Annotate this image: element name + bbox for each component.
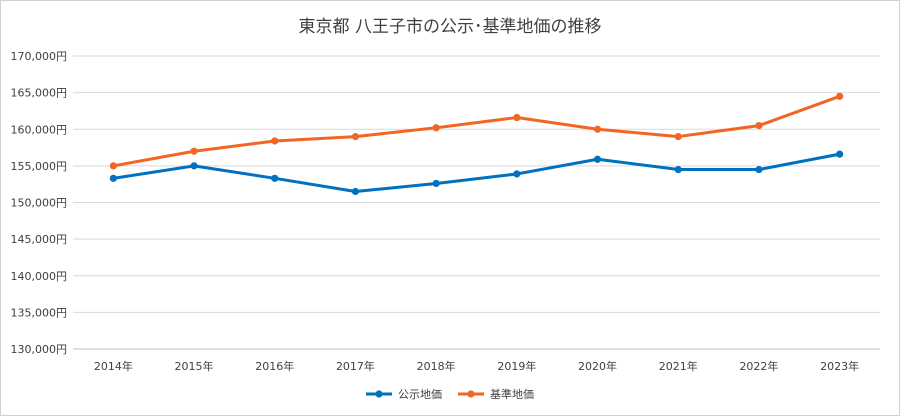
x-tick-label: 2022年 (739, 359, 778, 373)
series-2 (109, 92, 844, 170)
y-axis: 170,000円 165,000円 160,000円 155,000円 150,000円… (11, 50, 68, 356)
legend-label: 基準地価 (490, 387, 534, 401)
legend-label: 公示地価 (398, 388, 442, 401)
data-point (432, 179, 440, 188)
data-point (271, 137, 279, 145)
y-tick-label: 135,000円 (11, 306, 68, 319)
data-point (351, 132, 360, 141)
y-tick-label: 170,000円 (11, 50, 68, 63)
x-tick-label: 2017年 (336, 359, 375, 373)
data-point (513, 113, 521, 122)
y-tick-label: 150,000円 (11, 197, 68, 210)
legend-item: 基準地価 (458, 387, 534, 401)
legend-item: 公示地価 (366, 388, 442, 401)
x-tick-label: 2023年 (820, 359, 859, 373)
series-lines (109, 92, 844, 196)
data-point (836, 92, 844, 100)
x-tick-label: 2015年 (175, 359, 214, 373)
data-point (755, 165, 763, 174)
data-point (513, 170, 521, 178)
data-point (190, 162, 198, 170)
data-point (674, 132, 682, 141)
chart-title: 東京都 八王子市の公示･基準地価の推移 (299, 17, 602, 37)
series-1 (109, 150, 844, 196)
x-tick-label: 2020年 (578, 359, 617, 373)
y-tick-label: 130,000円 (11, 343, 68, 356)
data-point (593, 125, 602, 133)
series-line (111, 94, 842, 168)
data-point (674, 165, 682, 174)
x-axis: 2014年 2015年 2016年 2017年 2018年 2019年 2020年 2021年… (94, 359, 859, 373)
series-line (111, 152, 842, 194)
x-tick-label: 2014年 (94, 359, 133, 373)
data-point (836, 150, 844, 158)
y-tick-label: 165,000円 (11, 87, 68, 100)
x-tick-label: 2016年 (255, 359, 294, 373)
legend-marker (467, 390, 475, 398)
gridlines (73, 55, 880, 350)
x-tick-label: 2018年 (417, 359, 456, 373)
x-tick-label: 2021年 (659, 359, 698, 373)
y-tick-label: 160,000円 (11, 123, 68, 136)
data-point (190, 147, 198, 155)
data-point (109, 162, 117, 170)
y-tick-label: 145,000円 (11, 233, 68, 246)
data-point (593, 155, 602, 163)
data-point (271, 174, 279, 182)
data-point (755, 121, 763, 130)
legend: 公示地価 基準地価 (366, 387, 534, 401)
y-tick-label: 155,000円 (11, 160, 68, 173)
y-tick-label: 140,000円 (11, 270, 68, 283)
x-tick-label: 2019年 (497, 359, 536, 373)
data-point (432, 124, 440, 132)
legend-marker (375, 390, 383, 398)
data-point (109, 174, 117, 182)
data-point (351, 187, 360, 196)
